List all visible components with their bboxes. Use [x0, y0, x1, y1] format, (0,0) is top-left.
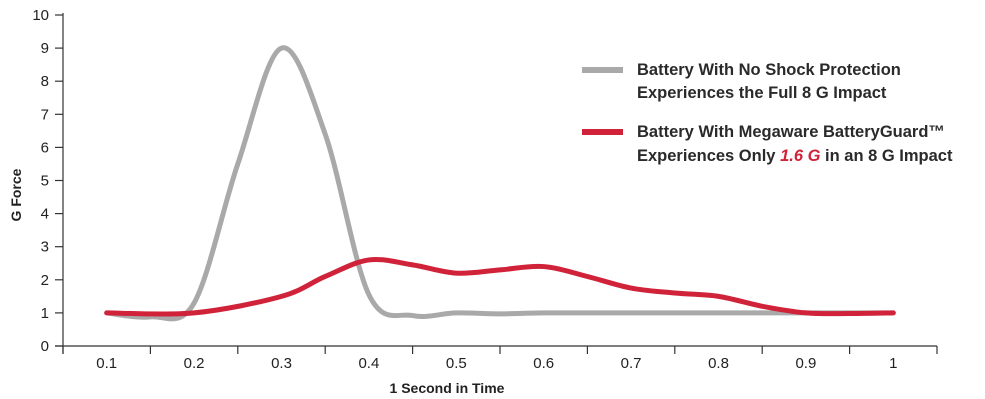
x-tick-label: 0.4 — [358, 355, 379, 372]
legend-label-no-protection-line1: Battery With No Shock Protection — [637, 61, 901, 79]
y-tick-label: 2 — [41, 272, 49, 289]
legend-label-batteryguard-pre: Experiences Only — [637, 147, 780, 165]
legend-label-no-protection-line2: Experiences the Full 8 G Impact — [637, 84, 887, 102]
y-tick-label: 3 — [41, 239, 49, 256]
legend: Battery With No Shock Protection Experie… — [582, 61, 953, 165]
series-line-no_protection — [104, 45, 896, 322]
x-tick-label: 0.7 — [621, 355, 642, 372]
x-tick-label: 0.9 — [795, 355, 816, 372]
series-line-batteryguard — [104, 257, 896, 317]
y-tick-label: 4 — [41, 206, 49, 223]
x-tick-label: 1 — [889, 355, 897, 372]
y-tick-label: 9 — [41, 40, 49, 57]
legend-item-no-protection: Battery With No Shock Protection Experie… — [582, 61, 901, 102]
x-tick-label: 0.8 — [708, 355, 729, 372]
y-axis-title: G Force — [8, 168, 24, 221]
y-tick-label: 6 — [41, 139, 49, 156]
y-tick-label: 1 — [41, 305, 49, 322]
y-tick-label: 7 — [41, 106, 49, 123]
legend-label-batteryguard-line2: Experiences Only 1.6 G in an 8 G Impact — [637, 147, 953, 165]
x-tick-label: 0.6 — [533, 355, 554, 372]
x-tick-label: 0.1 — [96, 355, 117, 372]
legend-label-batteryguard-highlight: 1.6 G — [780, 147, 821, 165]
legend-label-batteryguard-post: in an 8 G Impact — [820, 147, 953, 165]
x-tick-label: 0.5 — [446, 355, 467, 372]
x-axis: 0.1 0.2 0.3 0.4 0.5 0.6 0.7 0.8 0.9 1 — [55, 345, 938, 372]
y-tick-label: 10 — [32, 7, 49, 24]
x-axis-title: 1 Second in Time — [390, 380, 505, 396]
x-tick-label: 0.3 — [271, 355, 292, 372]
legend-label-batteryguard-line1: Battery With Megaware BatteryGuard™ — [637, 123, 945, 141]
plot-area — [104, 45, 896, 322]
y-axis: 0 1 2 3 4 5 6 7 8 9 10 — [32, 7, 64, 355]
y-tick-label: 0 — [41, 338, 49, 355]
y-tick-label: 8 — [41, 73, 49, 90]
x-tick-label: 0.2 — [184, 355, 205, 372]
y-tick-label: 5 — [41, 173, 49, 190]
legend-item-batteryguard: Battery With Megaware BatteryGuard™ Expe… — [582, 123, 953, 165]
